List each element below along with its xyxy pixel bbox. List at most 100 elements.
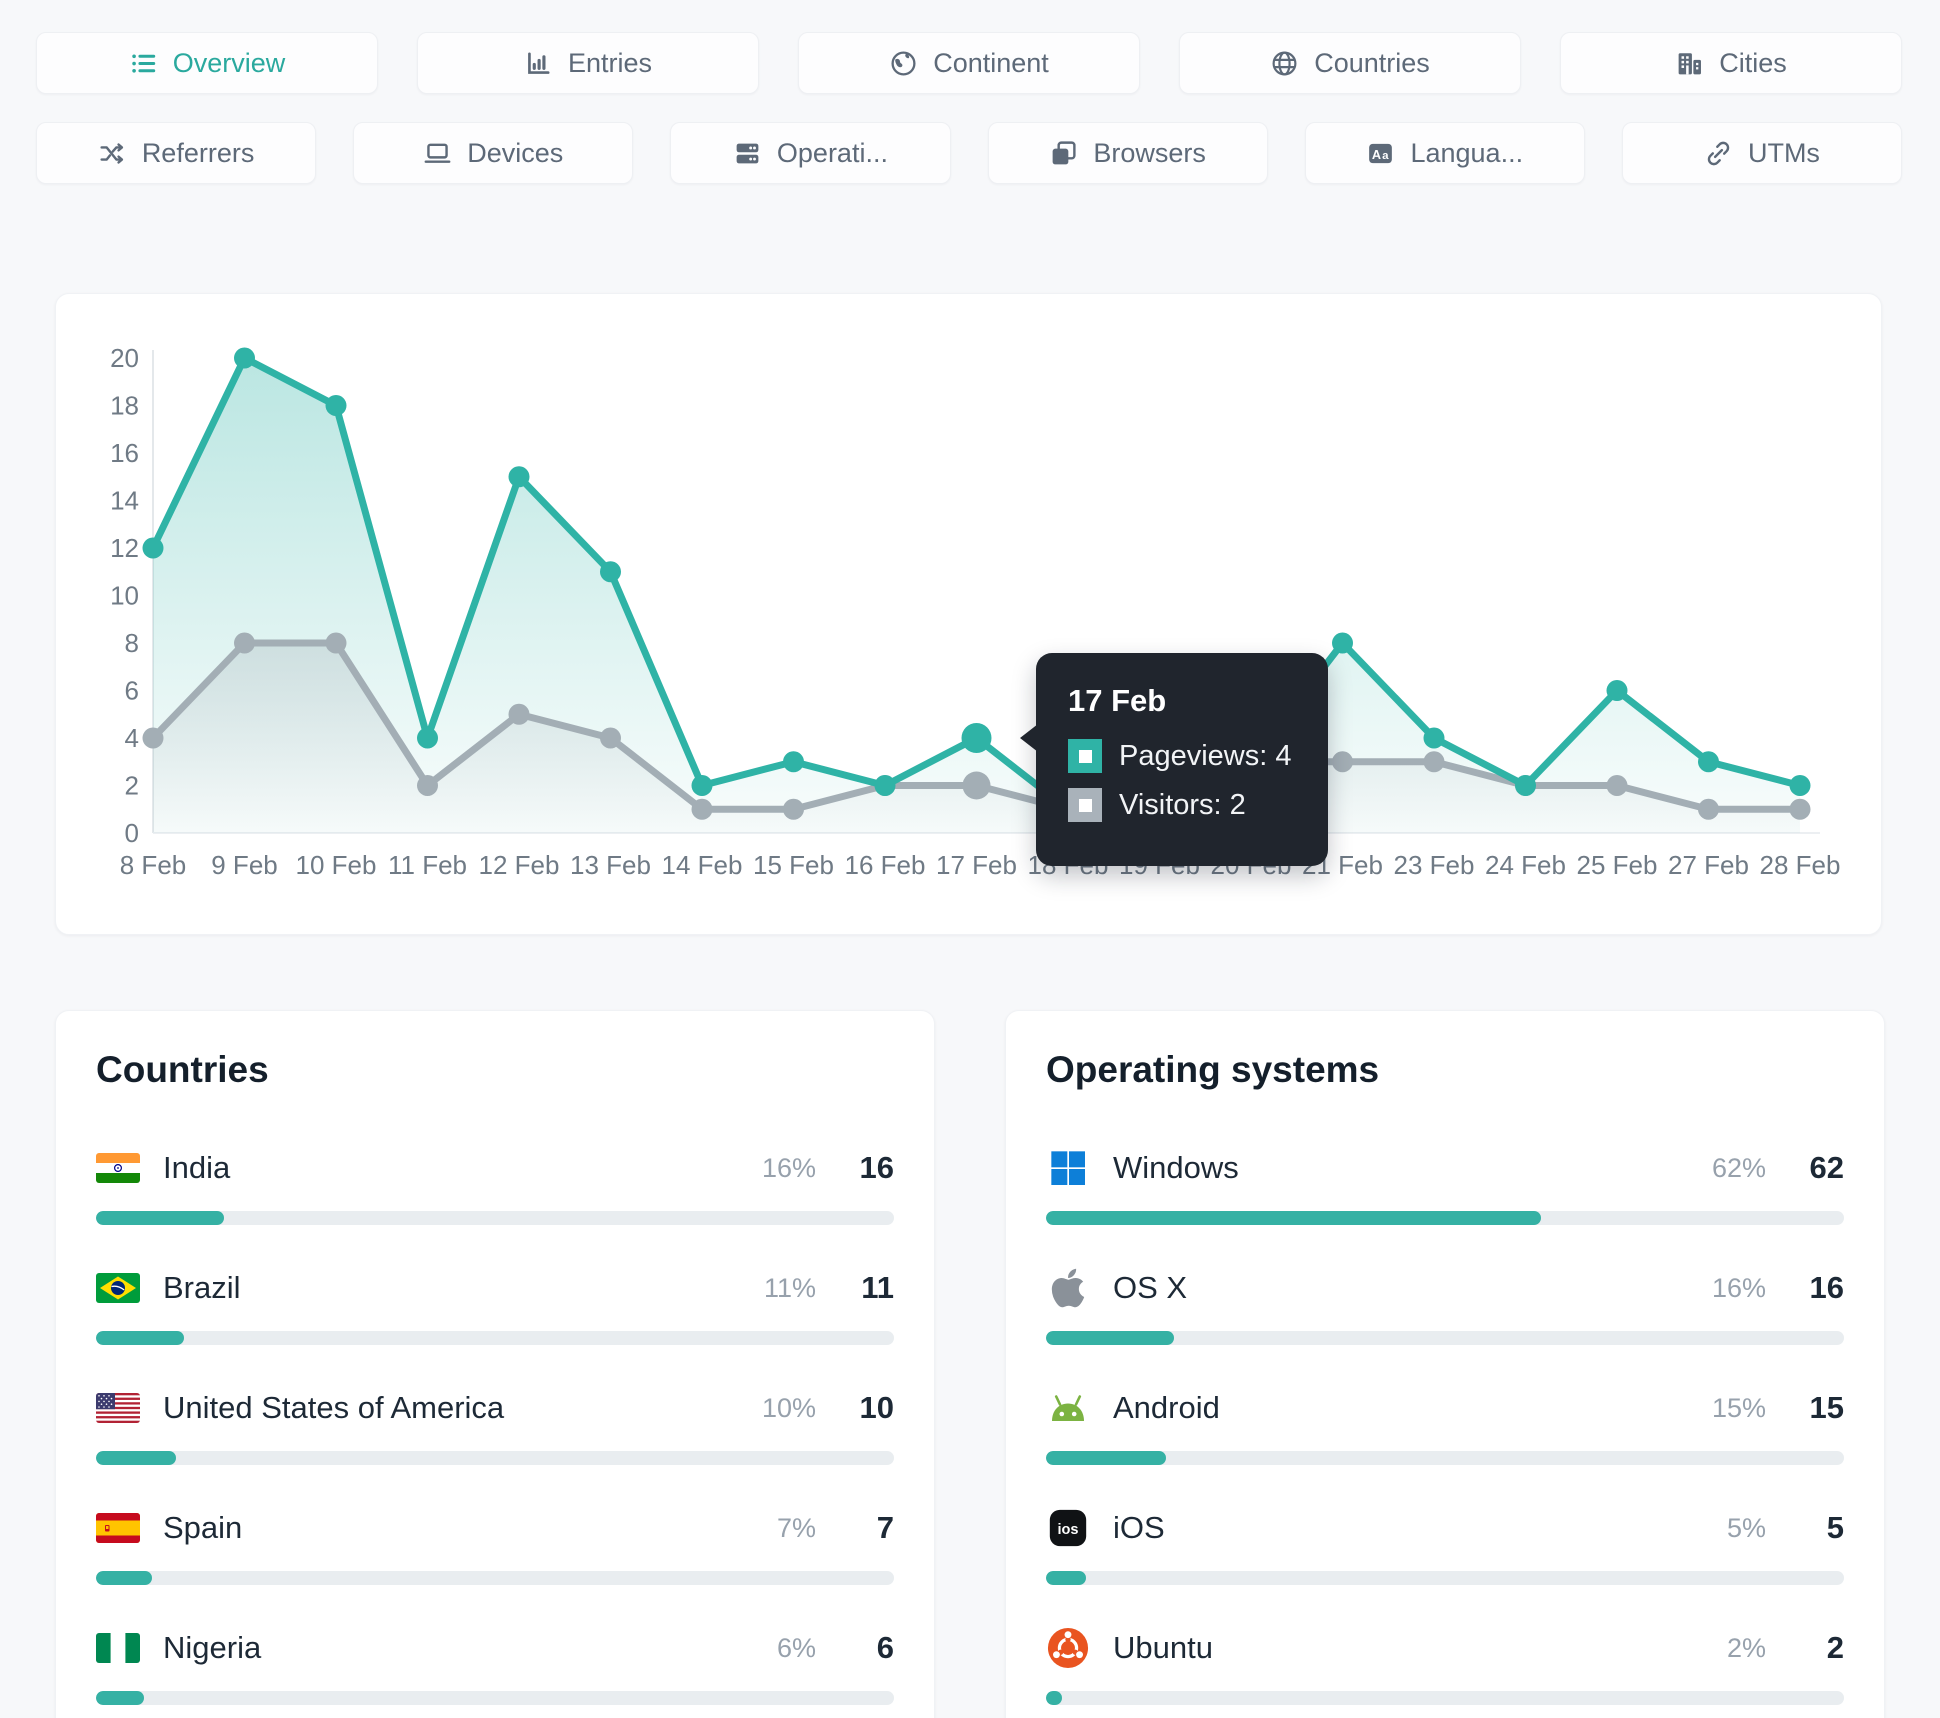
stat-row-spain[interactable]: Spain 7% 7 bbox=[96, 1505, 894, 1551]
tab-label: Entries bbox=[567, 47, 653, 78]
svg-text:ios: ios bbox=[1058, 1522, 1079, 1538]
svg-text:27 Feb: 27 Feb bbox=[1668, 850, 1749, 880]
stat-percent: 15% bbox=[1711, 1392, 1766, 1423]
svg-text:14 Feb: 14 Feb bbox=[662, 850, 743, 880]
os-android-icon bbox=[1046, 1386, 1090, 1430]
shuffle-icon bbox=[98, 139, 127, 168]
stat-row-ubuntu[interactable]: Ubuntu 2% 2 bbox=[1046, 1625, 1844, 1671]
svg-text:15 Feb: 15 Feb bbox=[753, 850, 834, 880]
tab-label: Langua... bbox=[1410, 137, 1524, 168]
svg-text:6: 6 bbox=[125, 676, 139, 706]
buildings-icon bbox=[1675, 49, 1704, 78]
svg-text:4: 4 bbox=[125, 723, 139, 753]
svg-text:8 Feb: 8 Feb bbox=[120, 850, 187, 880]
stat-row-windows[interactable]: Windows 62% 62 bbox=[1046, 1145, 1844, 1191]
countries-rows: India 16% 16 Brazil 11% 11 United States of Am… bbox=[96, 1145, 894, 1705]
stat-percent: 62% bbox=[1711, 1152, 1766, 1183]
flag-india-icon bbox=[96, 1146, 140, 1190]
pageviews-swatch-icon bbox=[1068, 739, 1102, 773]
flag-spain-icon bbox=[96, 1506, 140, 1550]
stat-bar-fill bbox=[1046, 1571, 1086, 1585]
stat-label: Android bbox=[1113, 1390, 1220, 1425]
tab-label: Continent bbox=[933, 47, 1049, 78]
stat-row-united-states-of-america[interactable]: United States of America 10% 10 bbox=[96, 1385, 894, 1431]
svg-text:8: 8 bbox=[125, 628, 139, 658]
stat-row-os-x[interactable]: OS X 16% 16 bbox=[1046, 1265, 1844, 1311]
stat-item-ubuntu: Ubuntu 2% 2 bbox=[1046, 1625, 1844, 1705]
flag-nigeria-icon bbox=[96, 1626, 140, 1670]
stat-item-spain: Spain 7% 7 bbox=[96, 1505, 894, 1585]
stat-bar-fill bbox=[96, 1211, 224, 1225]
tab-label: Countries bbox=[1314, 47, 1430, 78]
svg-text:25 Feb: 25 Feb bbox=[1577, 850, 1658, 880]
stat-bar-fill bbox=[1046, 1331, 1174, 1345]
tab-countries[interactable]: Countries bbox=[1179, 32, 1521, 94]
stat-count: 5 bbox=[1826, 1510, 1844, 1545]
stat-row-android[interactable]: Android 15% 15 bbox=[1046, 1385, 1844, 1431]
stat-item-nigeria: Nigeria 6% 6 bbox=[96, 1625, 894, 1705]
stat-bar-track bbox=[96, 1691, 894, 1705]
stat-bar-track bbox=[96, 1451, 894, 1465]
stat-bar-fill bbox=[96, 1571, 152, 1585]
globe-icon bbox=[1270, 49, 1299, 78]
stat-bar-fill bbox=[96, 1691, 144, 1705]
os-windows-icon bbox=[1046, 1146, 1090, 1190]
stat-bar-fill bbox=[1046, 1691, 1062, 1705]
tab-referrers[interactable]: Referrers bbox=[36, 122, 317, 184]
stat-bar-fill bbox=[96, 1451, 176, 1465]
stat-item-united-states-of-america: United States of America 10% 10 bbox=[96, 1385, 894, 1465]
countries-panel: Countries India 16% 16 Brazil 11% 11 United St… bbox=[55, 1010, 935, 1718]
tab-utms[interactable]: UTMs bbox=[1621, 122, 1903, 184]
tab-label: UTMs bbox=[1747, 137, 1820, 168]
svg-text:12: 12 bbox=[110, 533, 139, 563]
stat-percent: 16% bbox=[761, 1152, 816, 1183]
tab-operati[interactable]: Operati... bbox=[670, 122, 951, 184]
stat-bar-track bbox=[1046, 1211, 1844, 1225]
svg-text:13 Feb: 13 Feb bbox=[570, 850, 651, 880]
stat-percent: 5% bbox=[1726, 1512, 1766, 1543]
stat-percent: 16% bbox=[1711, 1272, 1766, 1303]
traffic-chart-card: 0 2 4 6 8 10 12 14 16 18 20 8 Feb 9 Feb 10 Feb 11 Feb 1… bbox=[55, 293, 1882, 935]
flag-brazil-icon bbox=[96, 1266, 140, 1310]
svg-text:A: A bbox=[1372, 147, 1381, 161]
stat-percent: 2% bbox=[1726, 1632, 1766, 1663]
stat-item-android: Android 15% 15 bbox=[1046, 1385, 1844, 1465]
tab-browsers[interactable]: Browsers bbox=[987, 122, 1268, 184]
tab-overview[interactable]: Overview bbox=[36, 32, 378, 94]
svg-text:12 Feb: 12 Feb bbox=[479, 850, 560, 880]
stat-label: iOS bbox=[1113, 1510, 1165, 1545]
svg-text:14: 14 bbox=[110, 486, 139, 516]
chart-tooltip: 17 Feb Pageviews: 4 Visitors: 2 bbox=[1020, 653, 1328, 866]
stat-percent: 7% bbox=[776, 1512, 816, 1543]
stat-count: 62 bbox=[1809, 1150, 1844, 1185]
tab-continent[interactable]: Continent bbox=[798, 32, 1140, 94]
flag-usa-icon bbox=[96, 1386, 140, 1430]
svg-text:2: 2 bbox=[125, 771, 139, 801]
entries-chart-icon bbox=[524, 49, 553, 78]
svg-text:16: 16 bbox=[110, 438, 139, 468]
tab-entries[interactable]: Entries bbox=[417, 32, 759, 94]
stat-row-ios[interactable]: ios iOS 5% 5 bbox=[1046, 1505, 1844, 1551]
stat-label: United States of America bbox=[163, 1390, 505, 1425]
tab-devices[interactable]: Devices bbox=[353, 122, 634, 184]
tooltip-row-visitors: Visitors: 2 bbox=[1068, 788, 1296, 822]
svg-text:11 Feb: 11 Feb bbox=[388, 850, 467, 880]
stat-count: 16 bbox=[859, 1150, 894, 1185]
stat-row-india[interactable]: India 16% 16 bbox=[96, 1145, 894, 1191]
svg-text:28 Feb: 28 Feb bbox=[1760, 850, 1841, 880]
stat-row-brazil[interactable]: Brazil 11% 11 bbox=[96, 1265, 894, 1311]
svg-text:10: 10 bbox=[110, 581, 139, 611]
stat-bar-track bbox=[1046, 1571, 1844, 1585]
stat-bar-track bbox=[96, 1331, 894, 1345]
tab-cities[interactable]: Cities bbox=[1560, 32, 1902, 94]
svg-text:20: 20 bbox=[110, 343, 139, 373]
stat-label: OS X bbox=[1113, 1270, 1188, 1305]
stat-row-nigeria[interactable]: Nigeria 6% 6 bbox=[96, 1625, 894, 1671]
svg-text:18: 18 bbox=[110, 391, 139, 421]
tab-label: Browsers bbox=[1093, 137, 1206, 168]
server-icon bbox=[733, 139, 762, 168]
link-icon bbox=[1704, 139, 1733, 168]
stat-item-windows: Windows 62% 62 bbox=[1046, 1145, 1844, 1225]
tab-label: Cities bbox=[1719, 47, 1787, 78]
